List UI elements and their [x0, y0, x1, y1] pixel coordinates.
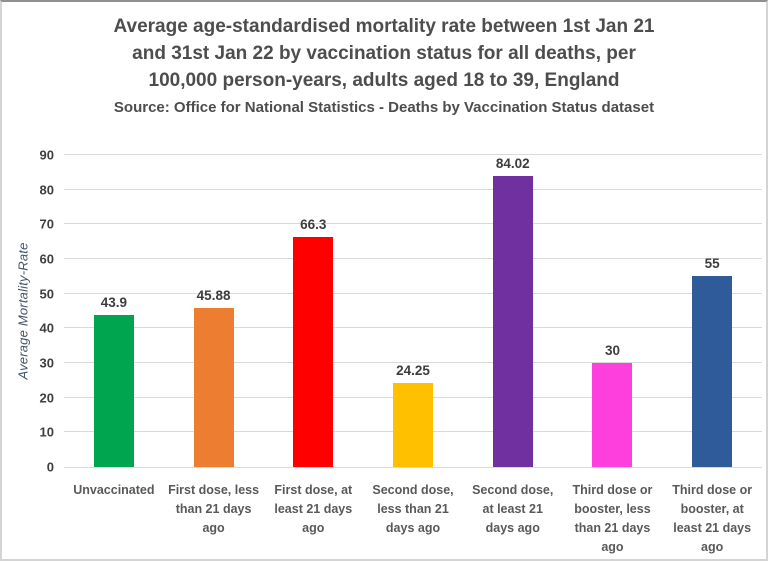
- bar: [592, 363, 633, 467]
- y-tick-label: 60: [39, 251, 54, 267]
- bar: [492, 175, 533, 467]
- x-category-label: Unvaccinated: [64, 481, 164, 557]
- x-category-label: First dose, at least 21 days ago: [263, 481, 363, 557]
- y-tick-label: 20: [39, 390, 54, 406]
- bar-column: 30: [563, 155, 663, 467]
- gridline: [64, 258, 762, 259]
- bar: [293, 237, 334, 467]
- chart-title-line-2: and 31st Jan 22 by vaccination status fo…: [132, 43, 636, 64]
- bar: [193, 307, 234, 467]
- x-category-label-line: Third dose or: [672, 483, 753, 497]
- plot-area: 43.9 45.88 66.3 24.25 84.02 30 55: [64, 154, 762, 468]
- y-tick-label: 50: [39, 286, 54, 302]
- x-category-label-line: days ago: [485, 521, 540, 535]
- bar-value-label: 84.02: [495, 155, 530, 171]
- x-category-label-line: Second dose,: [372, 483, 454, 497]
- x-category-label-line: Unvaccinated: [73, 483, 155, 497]
- x-category-label-line: at least 21: [482, 502, 543, 516]
- x-category-label-line: Second dose,: [472, 483, 554, 497]
- bar-value-label: 45.88: [196, 287, 231, 303]
- bar-series: 43.9 45.88 66.3 24.25 84.02 30 55: [64, 155, 762, 467]
- x-category-label-line: ago: [601, 540, 624, 554]
- x-category-label-line: least 21 days: [274, 502, 353, 516]
- x-category-label-line: ago: [202, 521, 225, 535]
- x-category-label-line: First dose, less: [168, 483, 260, 497]
- y-axis-tick-labels: 0 10 20 30 40 50 60 70 80 90: [2, 148, 54, 475]
- gridline: [64, 188, 762, 190]
- x-category-label: Second dose, at least 21 days ago: [463, 481, 563, 557]
- x-category-label: First dose, less than 21 days ago: [164, 481, 264, 557]
- bar-column: 55: [662, 155, 762, 467]
- y-tick-label: 30: [39, 355, 54, 371]
- gridline: [64, 327, 762, 329]
- gridline: [64, 292, 762, 294]
- x-category-label-line: than 21 days: [574, 521, 651, 535]
- y-tick-label: 90: [39, 147, 54, 163]
- bar-value-label: 30: [604, 343, 620, 358]
- chart-title-line-1: Average age-standardised mortality rate …: [113, 16, 655, 37]
- y-tick-label: 10: [39, 424, 54, 440]
- x-category-label-line: booster, less: [574, 502, 651, 516]
- x-category-label-line: ago: [701, 540, 724, 554]
- x-category-label-line: least 21 days: [673, 521, 752, 535]
- chart-source: Source: Office for National Statistics -…: [113, 99, 655, 116]
- x-category-label-line: days ago: [385, 521, 441, 535]
- x-category-label-line: First dose, at: [274, 483, 353, 497]
- bar-column: 43.9: [64, 155, 164, 467]
- y-tick-label: 0: [46, 459, 54, 475]
- bar-value-label: 66.3: [300, 217, 327, 233]
- bar: [692, 276, 733, 467]
- gridline: [64, 154, 762, 155]
- y-tick-label: 40: [39, 320, 54, 336]
- bar-column: 84.02: [463, 155, 563, 467]
- chart-header: Average age-standardised mortality rate …: [2, 13, 766, 118]
- x-category-label-line: booster, at: [680, 502, 744, 516]
- x-category-label-line: Third dose or: [572, 483, 653, 497]
- bar-column: 66.3: [263, 155, 363, 467]
- bar-column: 24.25: [363, 155, 463, 467]
- x-category-label-line: less than 21: [377, 502, 449, 516]
- x-category-label-line: ago: [302, 521, 325, 535]
- bar-value-label: 43.9: [100, 294, 127, 310]
- x-axis-category-labels: Unvaccinated First dose, less than 21 days…: [64, 481, 762, 557]
- chart-title-line-3: 100,000 person-years, adults aged 18 to …: [148, 70, 620, 91]
- bar: [393, 382, 434, 467]
- gridline: [64, 362, 762, 363]
- bar: [93, 314, 134, 467]
- x-category-label: Second dose, less than 21 days ago: [363, 481, 463, 557]
- y-tick-label: 70: [39, 216, 54, 232]
- x-category-label: Third dose or booster, less than 21 days ag…: [563, 481, 663, 557]
- bar-column: 45.88: [164, 155, 264, 467]
- x-category-label: Third dose or booster, at least 21 days ago: [662, 481, 762, 557]
- gridline: [64, 223, 762, 225]
- bar-value-label: 24.25: [396, 362, 430, 378]
- y-tick-label: 80: [39, 182, 54, 198]
- bar-value-label: 55: [704, 256, 720, 272]
- x-category-label-line: than 21 days: [175, 502, 252, 516]
